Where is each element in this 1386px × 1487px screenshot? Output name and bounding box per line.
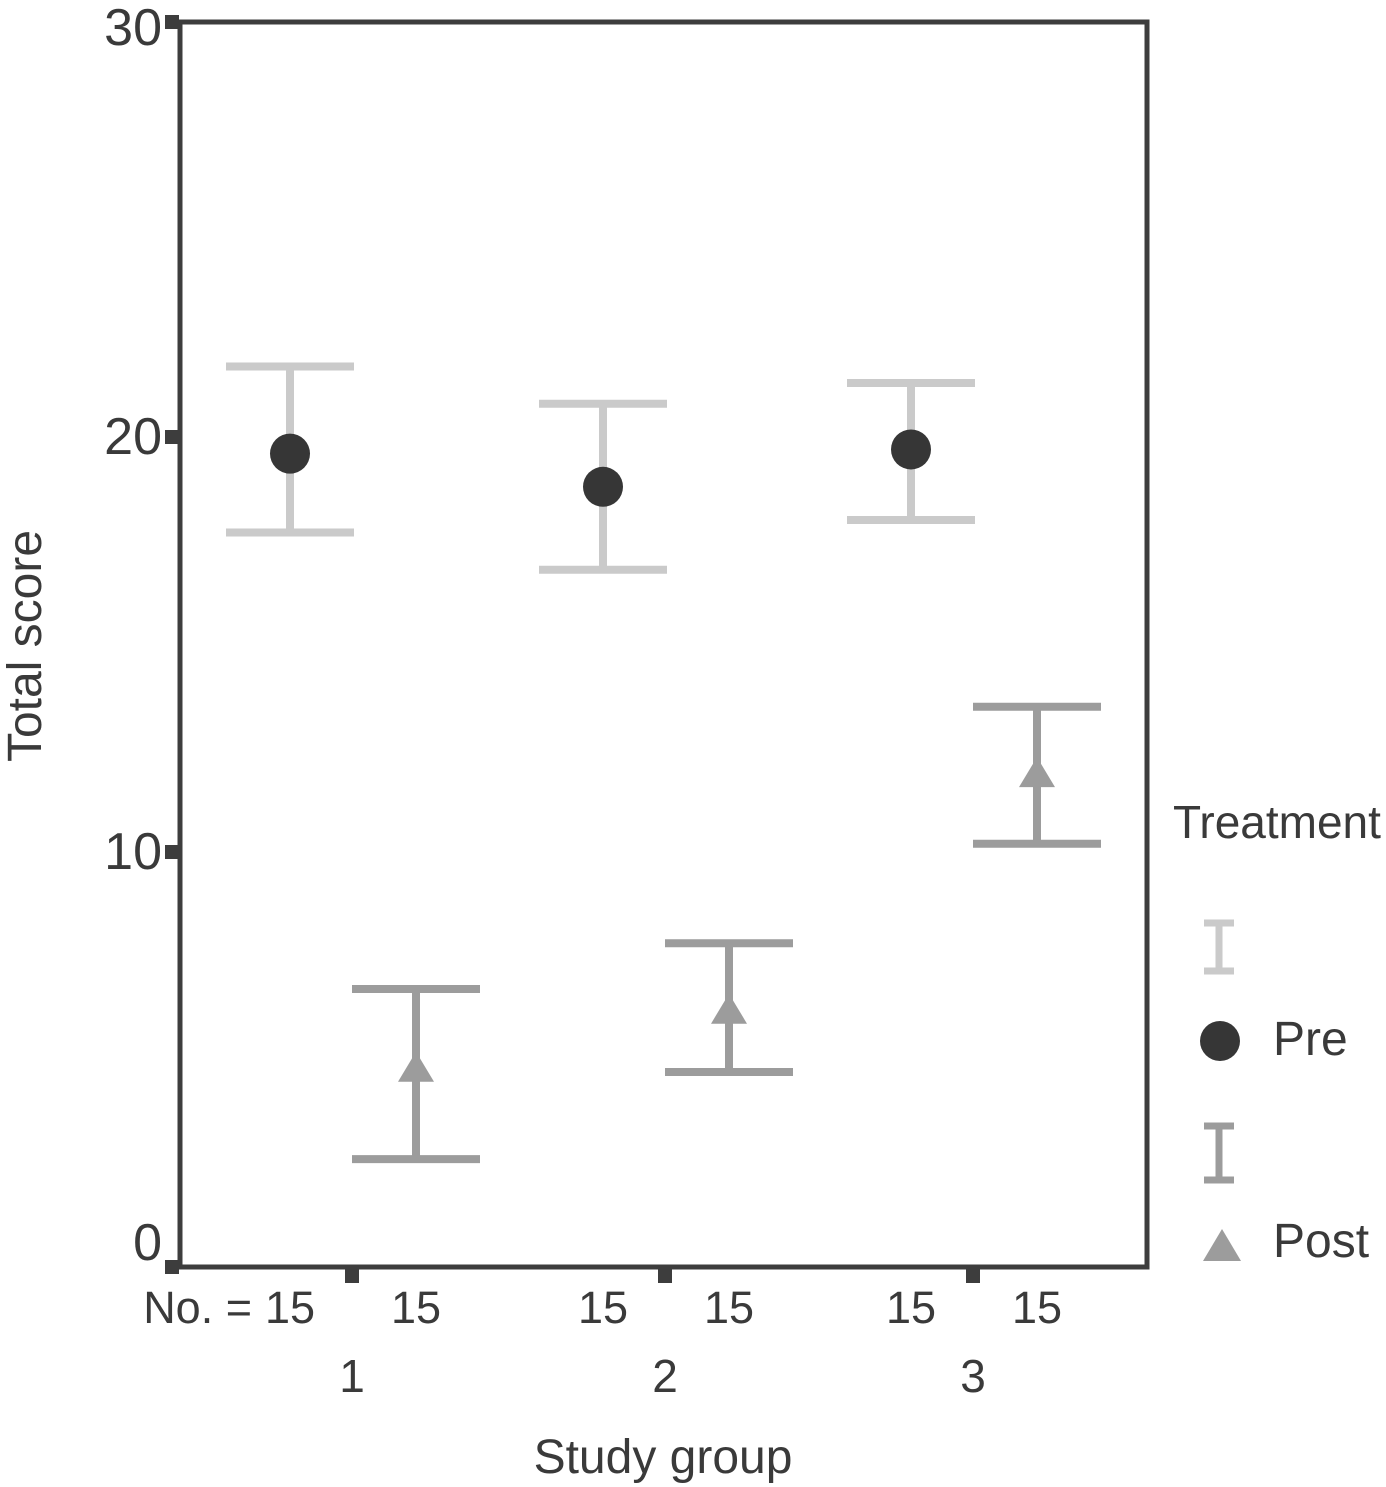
marker-post-group-1 — [398, 1051, 434, 1082]
y-tick-label-20: 20 — [104, 408, 162, 466]
x-tick-group-3 — [966, 1269, 980, 1283]
marker-pre-group-1 — [270, 433, 310, 474]
plot-border — [177, 19, 1150, 1270]
x-tick-group-2 — [658, 1269, 672, 1283]
y-tick-label-30: 30 — [104, 0, 162, 57]
x-axis-title: Study group — [533, 1431, 793, 1484]
legend-post-marker-icon — [1203, 1229, 1241, 1261]
legend-label-pre: Pre — [1273, 1013, 1348, 1066]
y-tick-label-0: 0 — [133, 1214, 162, 1272]
y-tick-30 — [165, 15, 179, 29]
n-value-post-group-3: 15 — [1011, 1282, 1063, 1333]
y-axis-title: Total score — [0, 529, 52, 763]
x-group-label-1: 1 — [339, 1350, 365, 1402]
n-value-pre-group-3: 15 — [885, 1282, 937, 1333]
x-group-label-3: 3 — [960, 1350, 986, 1402]
n-value-post-group-2: 15 — [703, 1282, 755, 1333]
legend-label-post: Post — [1273, 1215, 1370, 1268]
x-group-label-2: 2 — [652, 1350, 678, 1402]
x-tick-group-1 — [345, 1269, 359, 1283]
y-tick-label-10: 10 — [104, 823, 162, 881]
n-value-pre-group-2: 15 — [577, 1282, 629, 1333]
legend-title: Treatment — [1173, 796, 1381, 848]
y-tick-20 — [165, 430, 179, 444]
y-tick-0 — [165, 1260, 179, 1274]
marker-pre-group-2 — [583, 466, 623, 507]
legend-pre-marker-icon — [1200, 1021, 1240, 1061]
y-tick-10 — [165, 845, 179, 859]
marker-post-group-2 — [711, 993, 747, 1024]
marker-post-group-3 — [1019, 757, 1055, 788]
marker-pre-group-3 — [891, 429, 931, 470]
n-value-pre-group-1: 15 — [264, 1282, 316, 1333]
n-row-prefix: No. = — [143, 1282, 252, 1333]
n-value-post-group-1: 15 — [390, 1282, 442, 1333]
